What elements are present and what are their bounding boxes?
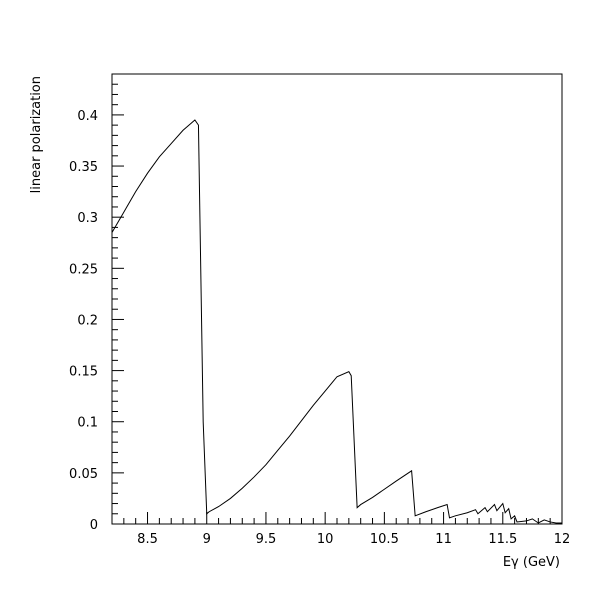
x-tick-label: 9: [203, 532, 211, 547]
y-tick-label: 0: [90, 518, 98, 533]
y-axis-label: linear polarization: [29, 76, 44, 193]
series-line: [111, 119, 562, 524]
y-tick-label: 0.25: [69, 262, 98, 277]
y-tick-label: 0.05: [69, 467, 98, 482]
x-tick-label: 11: [435, 532, 452, 547]
x-axis-ticks: 8.5 9 9.5 10 10.5 11 11.5 12: [111, 512, 571, 547]
x-tick-label: 9.5: [256, 532, 277, 547]
y-tick-label: 0.2: [77, 313, 98, 328]
y-tick-label: 0.35: [69, 160, 98, 175]
x-tick-label: 10: [317, 532, 334, 547]
y-tick-label: 0.3: [77, 211, 98, 226]
x-tick-label: 8.5: [137, 532, 158, 547]
y-tick-label: 0.1: [77, 416, 98, 431]
data-points: [111, 119, 563, 524]
x-tick-label: 11.5: [488, 532, 517, 547]
y-axis-ticks: 0 0.05 0.1 0.15 0.2 0.25 0.3 0.35 0.4: [69, 73, 124, 533]
plot-frame: [111, 73, 563, 525]
x-tick-label: 12: [554, 532, 571, 547]
y-tick-label: 0.15: [69, 365, 98, 380]
x-axis-label: Eγ (GeV): [503, 555, 560, 570]
y-tick-label: 0.4: [77, 109, 98, 124]
x-tick-label: 10.5: [370, 532, 399, 547]
